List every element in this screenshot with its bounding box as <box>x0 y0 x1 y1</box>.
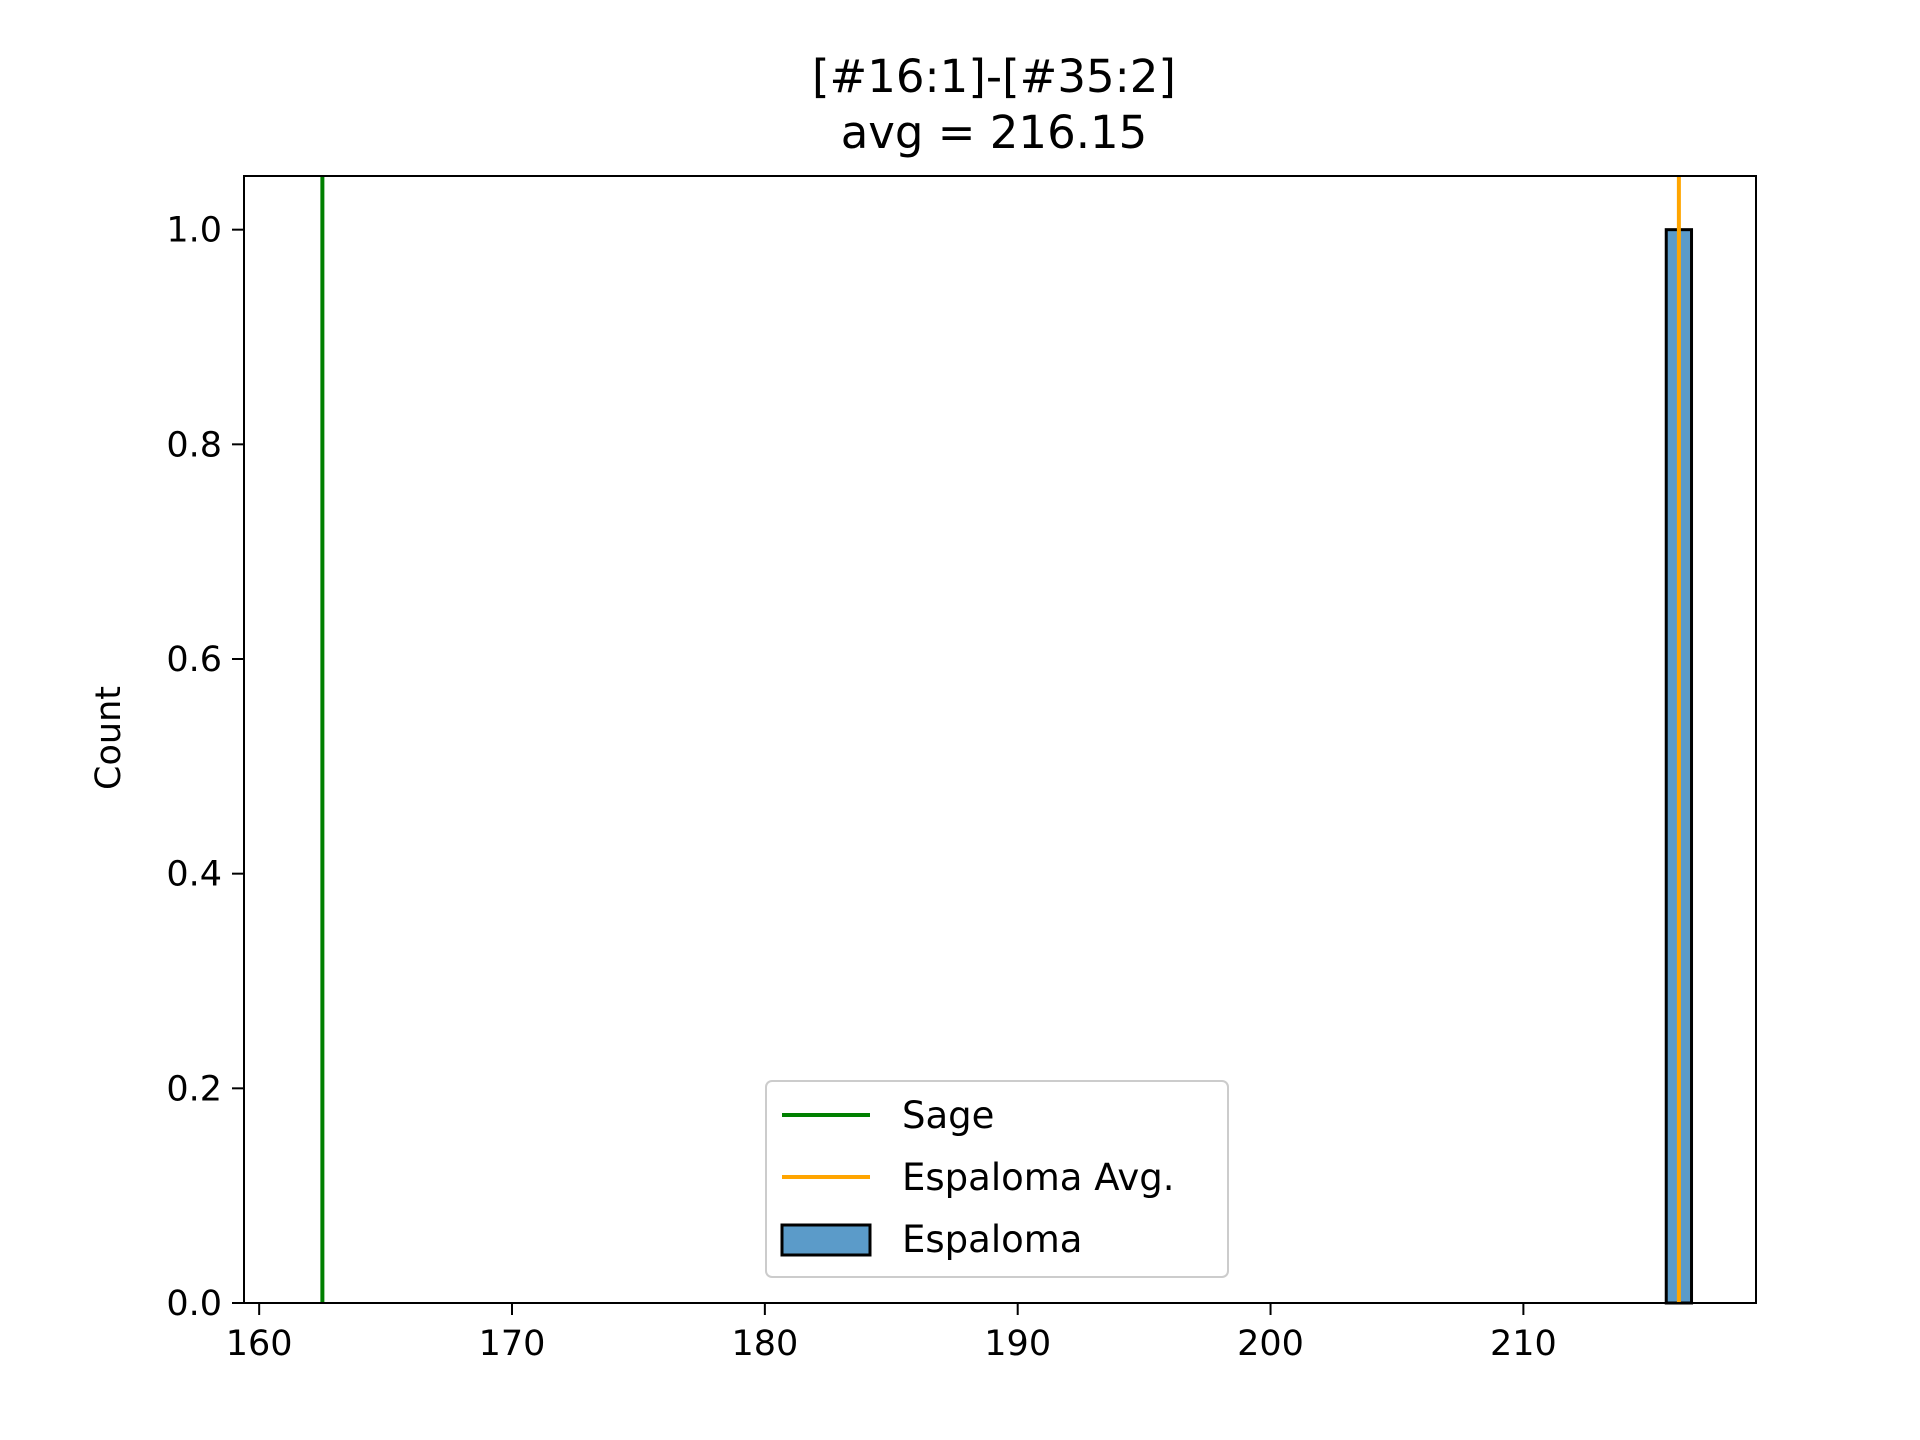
legend: Sage Espaloma Avg. Espaloma <box>765 1080 1229 1278</box>
chart-subtitle: avg = 216.15 <box>841 106 1148 159</box>
y-tick-label: 0.4 <box>166 855 222 895</box>
y-tick-label: 0.6 <box>166 640 222 680</box>
axes-frame <box>243 175 1757 1304</box>
x-tick-label: 210 <box>1490 1324 1557 1364</box>
x-tick-label: 190 <box>984 1324 1051 1364</box>
x-tick-label: 160 <box>226 1324 293 1364</box>
chart-title: [#16:1]-[#35:2] <box>812 50 1176 103</box>
y-tick-label: 0.2 <box>166 1069 222 1109</box>
y-tick-label: 0.8 <box>166 425 222 465</box>
legend-label: Espaloma <box>902 1218 1082 1261</box>
x-tick-label: 180 <box>731 1324 798 1364</box>
legend-box <box>765 1080 1229 1278</box>
y-tick-label: 0.0 <box>166 1284 222 1324</box>
plot-area: 160 170 180 190 200 210 0.0 0.2 0.4 0.6 0.8 1.0 <box>166 175 1757 1364</box>
legend-label: Espaloma Avg. <box>902 1156 1175 1199</box>
y-axis-label: Count <box>89 686 129 790</box>
y-tick-label: 1.0 <box>166 211 222 251</box>
legend-label: Sage <box>902 1094 994 1137</box>
x-tick-label: 170 <box>479 1324 546 1364</box>
legend-espaloma-swatch <box>780 1223 872 1257</box>
x-tick-label: 200 <box>1237 1324 1304 1364</box>
